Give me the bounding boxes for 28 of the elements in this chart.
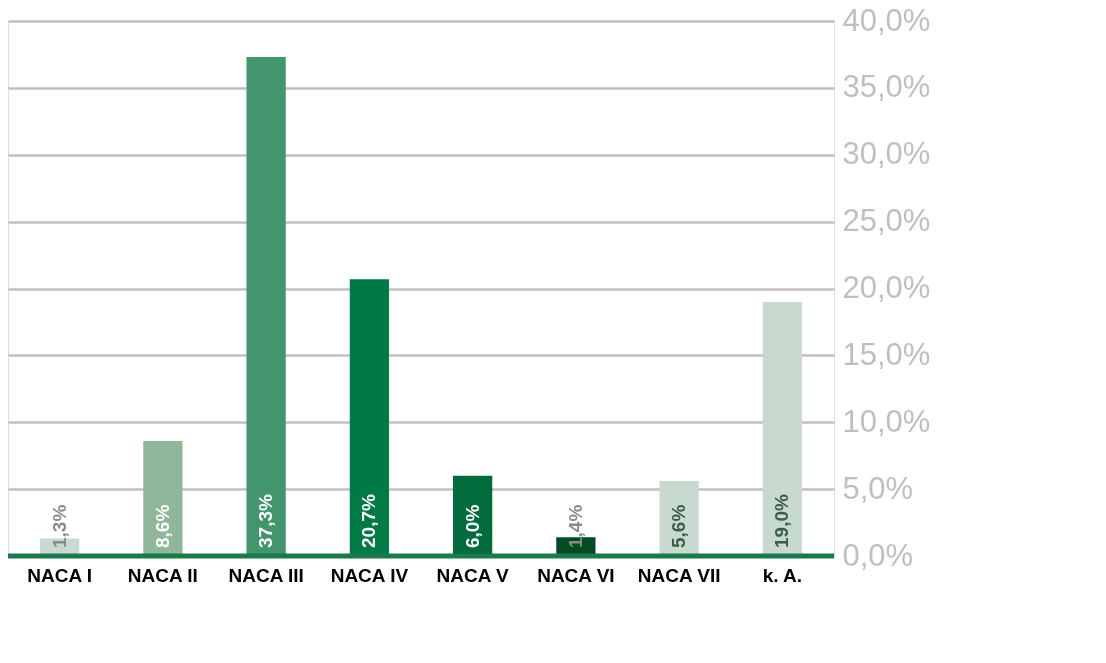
x-tick-label: NACA V [436, 564, 510, 586]
y-tick-label: 5,0% [842, 470, 914, 506]
x-tick-label: k. A. [762, 564, 803, 586]
x-tick-label: NACA III [228, 564, 304, 586]
bar [762, 301, 802, 556]
x-tick-label: NACA I [27, 564, 92, 586]
data-label: 5,6% [668, 504, 690, 548]
x-tick-label: NACA IV [330, 564, 409, 586]
y-tick-label: 20,0% [842, 270, 931, 305]
data-label: 37,3% [255, 494, 277, 548]
bar [349, 279, 389, 556]
y-tick-label: 30,0% [842, 136, 931, 172]
data-label: 19,0% [771, 494, 793, 548]
y-tick-label: 40,0% [842, 2, 931, 38]
y-tick-label: 10,0% [842, 403, 931, 439]
data-label: 6,0% [461, 504, 483, 548]
y-tick-label: 25,0% [842, 203, 931, 239]
data-label: 20,7% [358, 494, 380, 548]
x-tick-label: NACA VII [637, 564, 721, 586]
y-tick-label: 0,0% [842, 537, 914, 573]
data-label: 1,3% [48, 504, 70, 548]
bar [246, 57, 286, 556]
data-label: 8,6% [151, 504, 173, 548]
x-tick-label: NACA II [127, 564, 198, 586]
y-tick-label: 15,0% [842, 336, 931, 372]
y-tick-label: 35,0% [842, 69, 931, 105]
x-tick-label: NACA VI [537, 564, 615, 586]
data-label: 1,4% [564, 504, 586, 548]
